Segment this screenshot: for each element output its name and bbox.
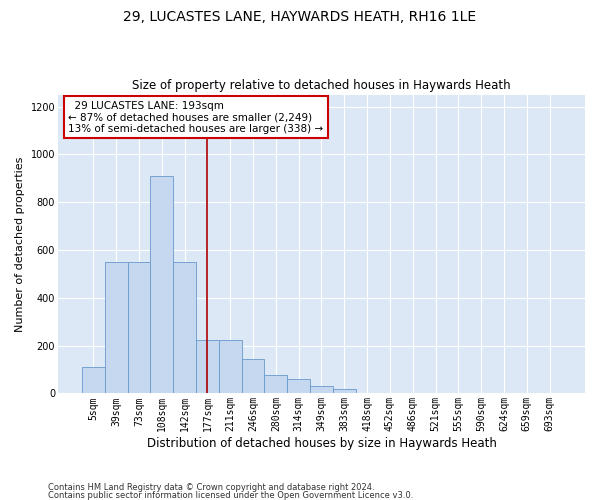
- Bar: [310, 386, 333, 394]
- Bar: [333, 388, 356, 394]
- Y-axis label: Number of detached properties: Number of detached properties: [15, 156, 25, 332]
- Bar: [173, 262, 196, 394]
- Bar: [82, 367, 105, 394]
- X-axis label: Distribution of detached houses by size in Haywards Heath: Distribution of detached houses by size …: [146, 437, 496, 450]
- Bar: [128, 262, 151, 394]
- Text: 29 LUCASTES LANE: 193sqm
← 87% of detached houses are smaller (2,249)
13% of sem: 29 LUCASTES LANE: 193sqm ← 87% of detach…: [68, 100, 323, 134]
- Bar: [105, 262, 128, 394]
- Bar: [151, 176, 173, 394]
- Bar: [242, 358, 265, 394]
- Bar: [219, 340, 242, 394]
- Text: Contains HM Land Registry data © Crown copyright and database right 2024.: Contains HM Land Registry data © Crown c…: [48, 484, 374, 492]
- Title: Size of property relative to detached houses in Haywards Heath: Size of property relative to detached ho…: [132, 79, 511, 92]
- Text: 29, LUCASTES LANE, HAYWARDS HEATH, RH16 1LE: 29, LUCASTES LANE, HAYWARDS HEATH, RH16 …: [124, 10, 476, 24]
- Bar: [196, 340, 219, 394]
- Bar: [265, 376, 287, 394]
- Text: Contains public sector information licensed under the Open Government Licence v3: Contains public sector information licen…: [48, 490, 413, 500]
- Bar: [287, 379, 310, 394]
